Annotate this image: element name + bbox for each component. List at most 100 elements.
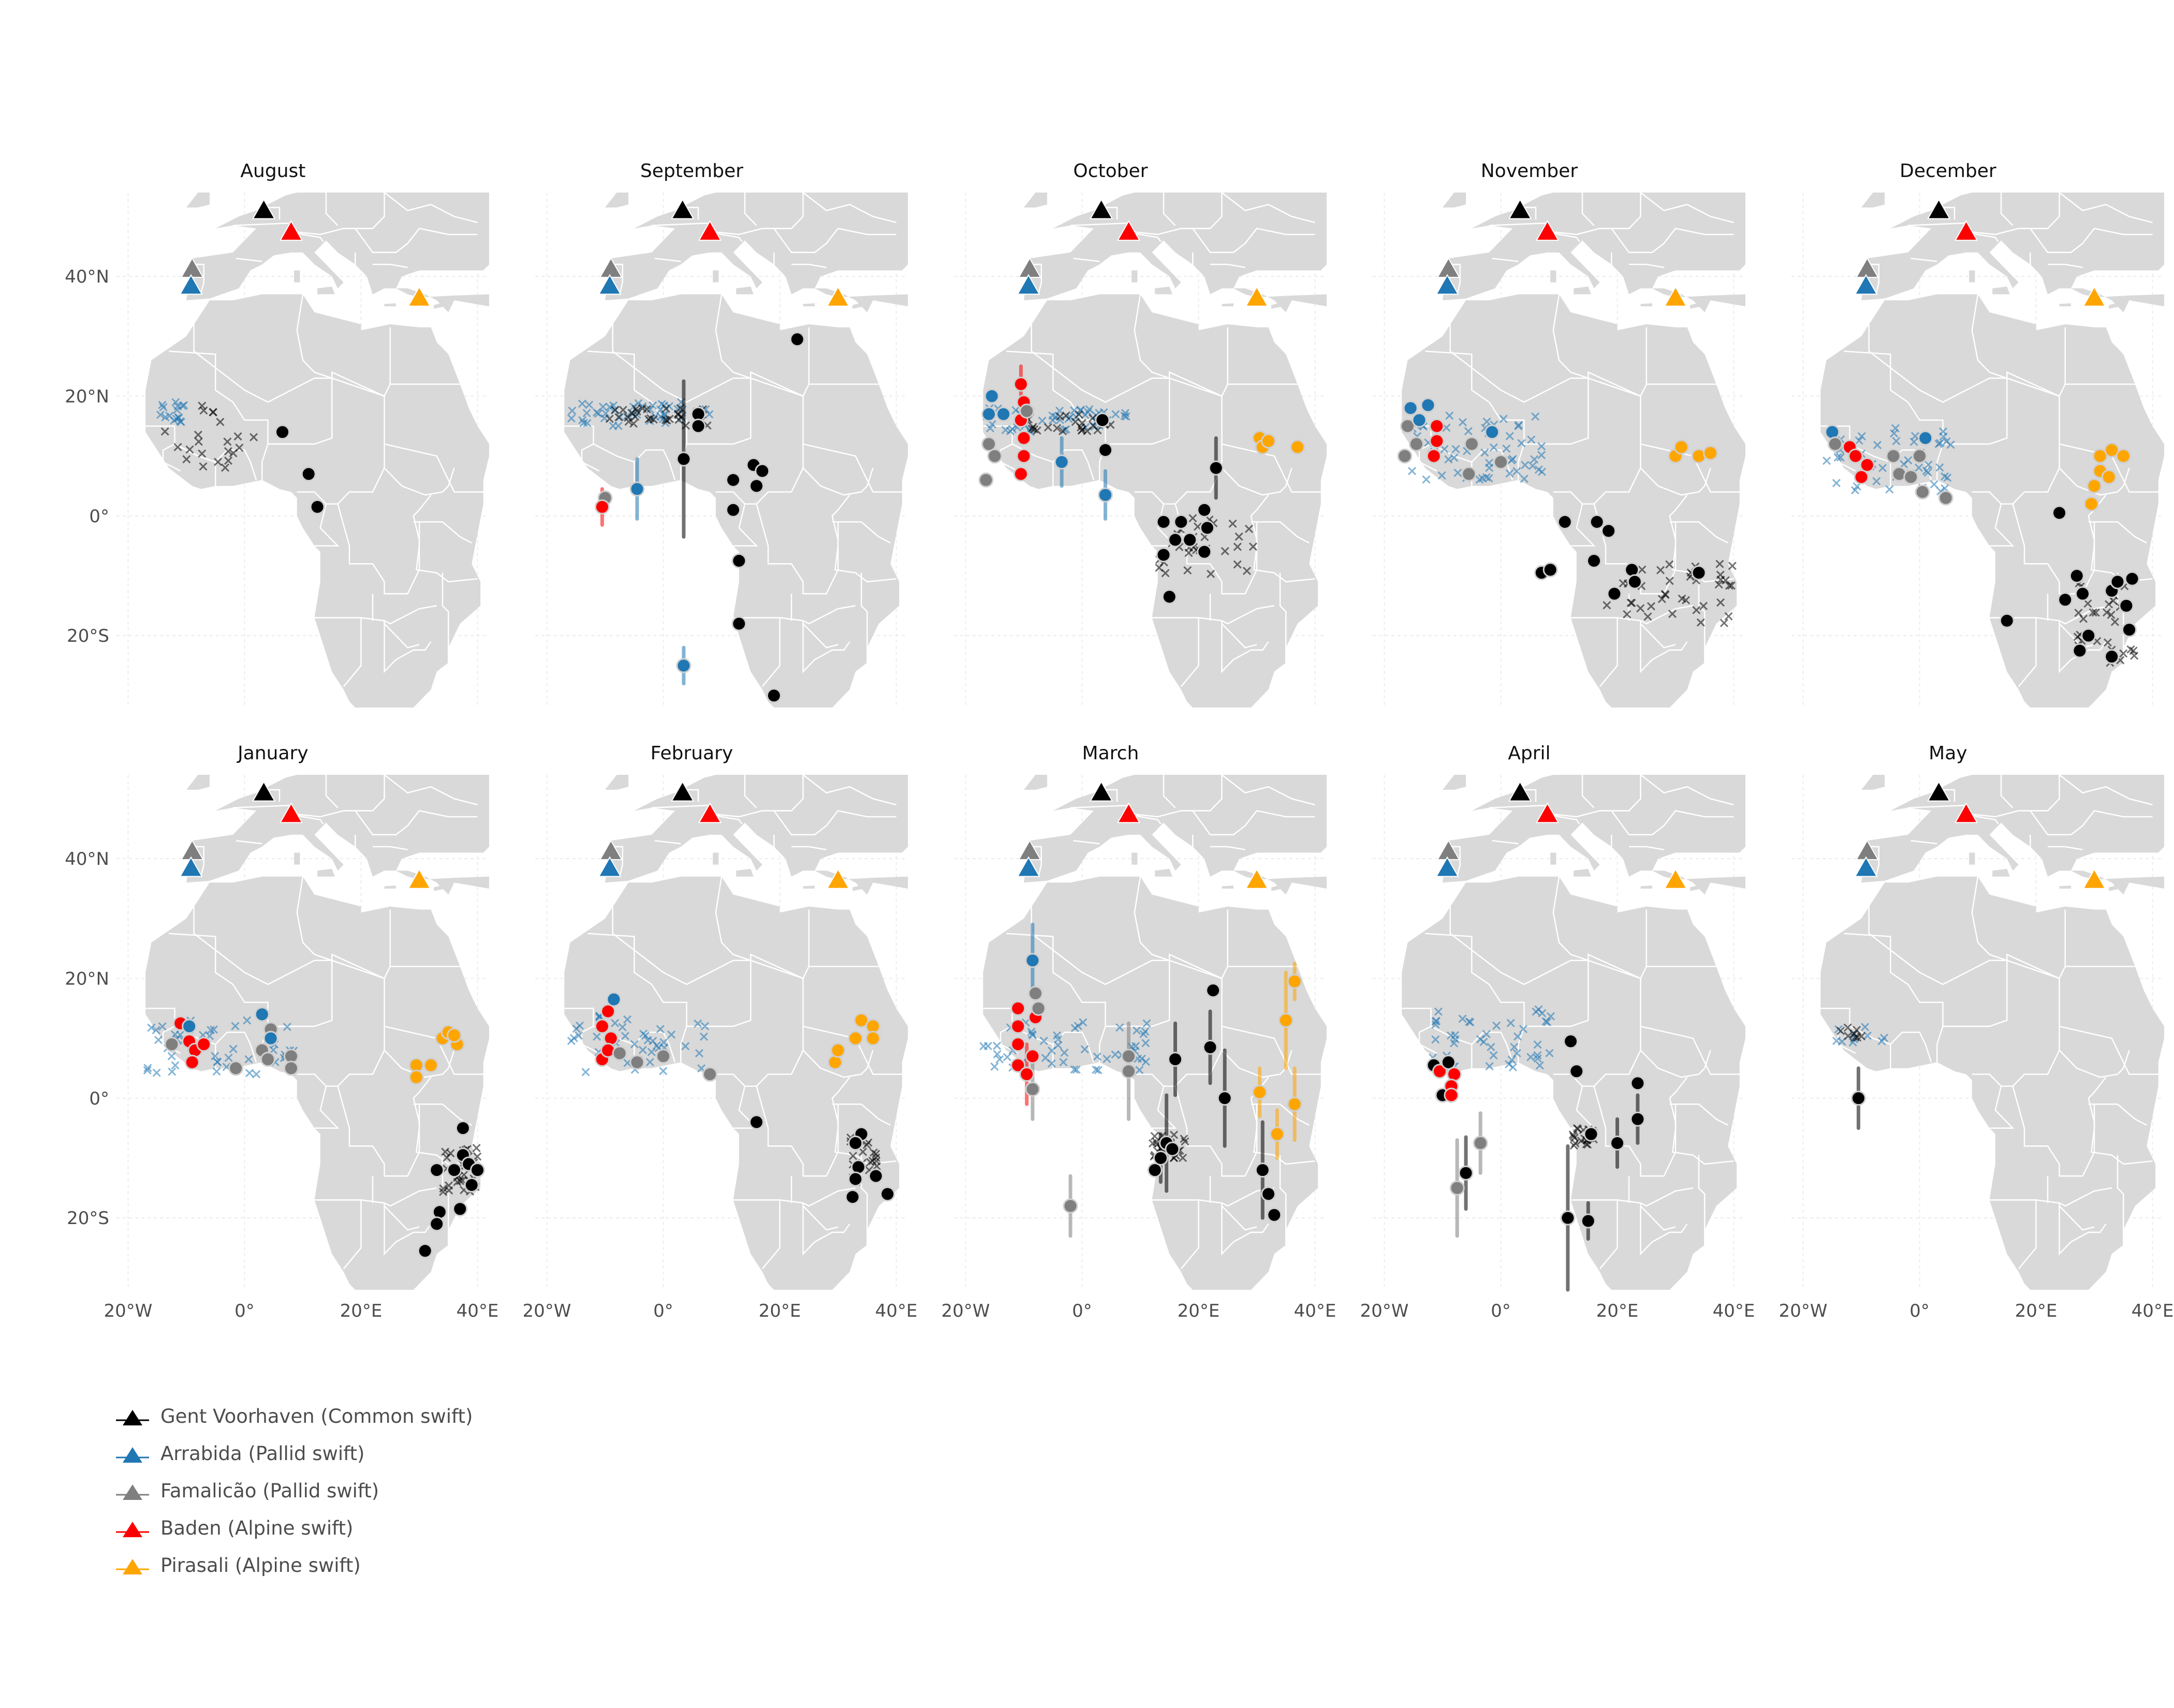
monthly-position-point	[880, 1186, 895, 1202]
location-sample-mark	[1923, 468, 1932, 477]
monthly-position-point	[301, 466, 316, 482]
monthly-position-point	[676, 451, 692, 467]
monthly-position-point	[1403, 401, 1418, 416]
location-sample-mark	[1122, 412, 1130, 421]
location-sample-mark	[1450, 453, 1459, 462]
location-sample-mark	[659, 1038, 668, 1047]
location-sample-mark	[1207, 569, 1215, 578]
location-sample-mark	[644, 415, 653, 424]
legend-key-triangle-icon	[114, 1397, 151, 1435]
monthly-position-point	[1063, 1198, 1078, 1214]
breeding-site-triangle	[1245, 868, 1269, 889]
location-sample-mark	[235, 443, 244, 452]
monthly-position-point	[1025, 1081, 1040, 1097]
location-sample-mark	[1431, 1035, 1440, 1044]
monthly-position-point	[766, 688, 782, 703]
monthly-position-point	[726, 502, 741, 518]
location-sample-mark	[223, 437, 232, 446]
location-sample-mark	[1131, 1041, 1140, 1051]
location-sample-mark	[1521, 461, 1530, 469]
monthly-position-point	[1287, 974, 1302, 989]
monthly-position-point	[1673, 439, 1689, 455]
monthly-position-point	[1287, 1096, 1302, 1112]
breeding-site-triangle	[252, 781, 276, 802]
monthly-position-point	[676, 658, 692, 673]
location-sample-mark	[473, 1152, 482, 1161]
x-tick-label: 0°	[1072, 1301, 1092, 1321]
location-sample-mark	[1464, 426, 1473, 436]
breeding-site-triangle	[1017, 856, 1040, 877]
location-sample-mark	[1872, 477, 1881, 485]
location-sample-mark	[1638, 565, 1647, 574]
breeding-site-triangle	[1508, 781, 1532, 802]
location-sample-mark	[1535, 1061, 1544, 1070]
legend-key-triangle-icon	[114, 1547, 151, 1584]
location-sample-mark	[1059, 1058, 1068, 1067]
monthly-position-point	[2081, 628, 2096, 643]
location-sample-mark	[674, 410, 683, 419]
monthly-position-point	[1903, 469, 1919, 485]
monthly-position-point	[2052, 505, 2067, 521]
location-sample-mark	[1861, 1023, 1870, 1032]
breeding-site-triangle	[1954, 220, 1978, 241]
monthly-position-point	[731, 553, 747, 569]
location-sample-mark	[216, 418, 225, 426]
monthly-position-point	[2122, 622, 2137, 638]
location-sample-mark	[1003, 1053, 1011, 1062]
location-sample-mark	[472, 1143, 481, 1153]
monthly-position-point	[1255, 1162, 1270, 1178]
location-sample-mark	[1047, 1046, 1056, 1055]
location-sample-mark	[631, 405, 640, 414]
monthly-position-point	[1426, 448, 1442, 464]
location-sample-mark	[1489, 1051, 1498, 1059]
location-sample-mark	[1665, 577, 1674, 585]
legend: Gent Voorhaven (Common swift) Arrabida (…	[114, 1397, 473, 1584]
location-sample-mark	[630, 1040, 639, 1049]
monthly-position-point	[1156, 514, 1171, 529]
location-sample-mark	[1520, 474, 1529, 483]
breeding-site-triangle	[1854, 274, 1878, 295]
y-tick-label: 0°	[89, 1088, 109, 1109]
monthly-position-point	[1827, 436, 1843, 452]
location-sample-mark	[1183, 566, 1192, 575]
location-sample-mark	[1133, 1026, 1141, 1035]
monthly-position-point	[1493, 454, 1508, 470]
map-panel-september: September	[535, 160, 908, 708]
location-sample-mark	[1075, 410, 1083, 419]
monthly-position-point	[1019, 1066, 1035, 1082]
panel-title: January	[237, 743, 308, 764]
location-sample-mark	[1142, 1019, 1151, 1028]
breeding-site-triangle	[598, 274, 622, 295]
location-sample-mark	[1943, 473, 1952, 482]
breeding-site-triangle	[1927, 198, 1951, 219]
location-sample-mark	[1161, 569, 1170, 578]
location-sample-mark	[1437, 471, 1446, 480]
location-sample-mark	[1445, 411, 1454, 420]
monthly-position-point	[1028, 985, 1043, 1001]
location-sample-mark	[1169, 1130, 1179, 1139]
monthly-position-point	[1918, 430, 1933, 446]
location-sample-mark	[1079, 1018, 1088, 1027]
monthly-position-point	[1703, 445, 1718, 461]
location-sample-mark	[1537, 451, 1546, 460]
monthly-position-point	[447, 1162, 462, 1178]
monthly-position-point	[1630, 1111, 1646, 1127]
monthly-position-point	[2092, 448, 2108, 464]
monthly-position-point	[1848, 448, 1863, 464]
location-sample-mark	[1507, 1055, 1516, 1064]
breeding-site-triangle	[407, 868, 431, 889]
location-sample-mark	[1502, 444, 1511, 453]
location-sample-mark	[983, 1041, 992, 1050]
monthly-position-point	[1458, 1165, 1474, 1181]
monthly-position-point	[408, 1069, 424, 1085]
monthly-position-point	[978, 472, 994, 488]
location-sample-mark	[1852, 1026, 1861, 1035]
monthly-position-point	[1912, 448, 1927, 464]
location-sample-mark	[2107, 610, 2116, 620]
location-sample-mark	[567, 414, 576, 423]
monthly-position-point	[1563, 1034, 1578, 1049]
monthly-position-point	[2104, 443, 2120, 458]
location-sample-mark	[1833, 453, 1842, 462]
location-sample-mark	[198, 401, 207, 410]
